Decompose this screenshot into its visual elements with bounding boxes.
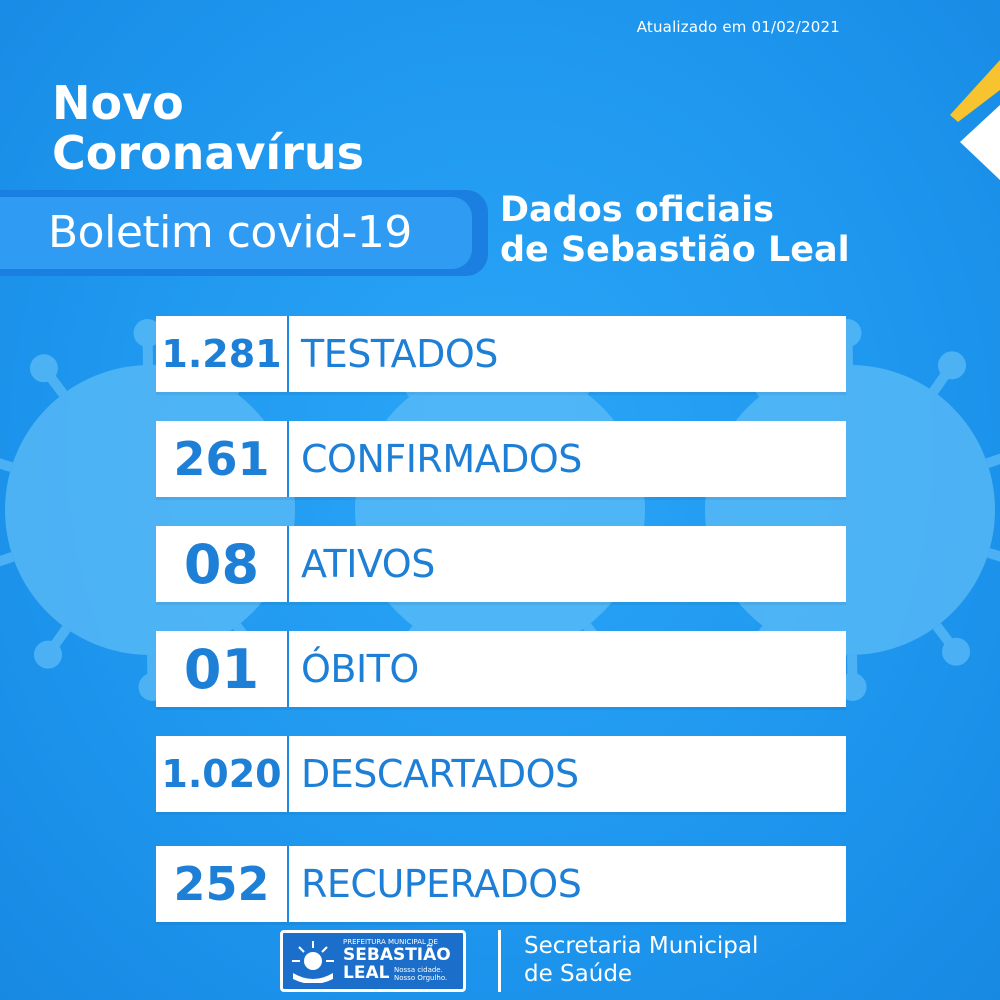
stat-row-ativos: 08 ATIVOS xyxy=(156,526,846,602)
sun-hands-icon xyxy=(292,941,334,983)
logo-motto-line-1: Nossa cidade. xyxy=(394,966,443,974)
stat-value: 261 xyxy=(156,421,289,497)
logo-name-line-2: LEAL xyxy=(343,963,390,983)
stat-value: 01 xyxy=(156,631,289,707)
logo-motto-line-2: Nosso Orgulho. xyxy=(394,974,448,982)
logo-small-text: PREFEITURA MUNICIPAL DE xyxy=(343,938,438,946)
municipality-logo: PREFEITURA MUNICIPAL DE SEBASTIÃO LEAL N… xyxy=(280,930,466,992)
stat-label: CONFIRMADOS xyxy=(301,437,582,481)
title-line-1: Novo xyxy=(52,76,184,130)
stat-label: DESCARTADOS xyxy=(301,752,579,796)
stat-row-recuperados: 252 RECUPERADOS xyxy=(156,846,846,922)
department-line-2: de Saúde xyxy=(524,961,633,987)
stat-row-descartados: 1.020 DESCARTADOS xyxy=(156,736,846,812)
title-line-2: Coronavírus xyxy=(52,126,365,180)
updated-date: Atualizado em 01/02/2021 xyxy=(636,18,840,36)
stat-label: ATIVOS xyxy=(301,542,435,586)
stat-value: 08 xyxy=(156,526,289,602)
page-title: Novo Coronavírus xyxy=(52,78,364,178)
logo-motto: Nossa cidade. Nosso Orgulho. xyxy=(394,966,447,982)
banner xyxy=(0,197,472,269)
corner-decoration-icon xyxy=(950,60,1000,180)
stat-value: 1.020 xyxy=(156,736,289,812)
stat-label: ÓBITO xyxy=(301,647,419,691)
stat-label: RECUPERADOS xyxy=(301,862,582,906)
footer-divider xyxy=(498,930,501,992)
stat-value: 1.281 xyxy=(156,316,289,392)
department-name: Secretaria Municipal de Saúde xyxy=(524,932,758,988)
stat-value: 252 xyxy=(156,846,289,922)
official-data-heading: Dados oficiais de Sebastião Leal xyxy=(500,190,850,270)
official-line-2: de Sebastião Leal xyxy=(500,230,850,270)
stat-row-confirmados: 261 CONFIRMADOS xyxy=(156,421,846,497)
banner-text: Boletim covid-19 xyxy=(48,207,412,258)
logo-name-line-1: SEBASTIÃO xyxy=(343,945,451,965)
official-line-1: Dados oficiais xyxy=(500,190,774,230)
stat-label: TESTADOS xyxy=(301,332,498,376)
department-line-1: Secretaria Municipal xyxy=(524,933,759,959)
stat-row-obito: 01 ÓBITO xyxy=(156,631,846,707)
stat-row-testados: 1.281 TESTADOS xyxy=(156,316,846,392)
